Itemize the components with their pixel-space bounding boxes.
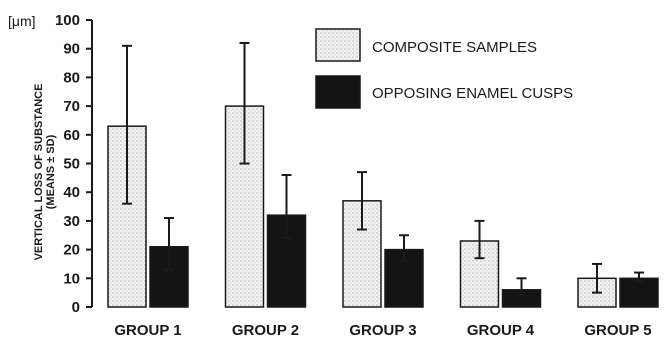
- y-tick-label: 20: [63, 242, 80, 259]
- y-tick-label: 100: [55, 12, 80, 29]
- y-tick-label: 70: [63, 98, 80, 115]
- legend-swatch-enamel: [315, 75, 361, 109]
- y-tick-label: 0: [72, 299, 80, 316]
- y-tick-label: 60: [63, 127, 80, 144]
- x-tick-label: GROUP 4: [467, 322, 535, 339]
- y-tick-label: 90: [63, 41, 80, 58]
- y-tick-label: 30: [63, 213, 80, 230]
- y-tick-label: 80: [63, 69, 80, 86]
- legend-label-composite: COMPOSITE SAMPLES: [372, 39, 537, 56]
- y-tick-label: 10: [63, 270, 80, 287]
- bar-enamel-group-5: [619, 277, 659, 308]
- y-tick-label: 50: [63, 156, 80, 173]
- x-tick-label: GROUP 3: [349, 322, 416, 339]
- x-tick-label: GROUP 5: [584, 322, 651, 339]
- y-axis-unit: [μm]: [8, 13, 36, 29]
- bars: [107, 41, 659, 308]
- legend: COMPOSITE SAMPLES OPPOSING ENAMEL CUSPS: [315, 28, 573, 109]
- x-tick-label: GROUP 1: [114, 322, 181, 339]
- x-tick-label: GROUP 2: [232, 322, 299, 339]
- y-axis-title-line2: (MEANS ± SD): [45, 134, 57, 209]
- y-ticks: 0 10 20 30 40 50 60 70 80 90 100: [55, 12, 92, 316]
- legend-swatch-composite: [315, 28, 361, 62]
- legend-label-enamel: OPPOSING ENAMEL CUSPS: [372, 85, 573, 102]
- y-axis-title-line1: VERTICAL LOSS OF SUBSTANCE: [33, 84, 45, 261]
- x-axis-labels: GROUP 1 GROUP 2 GROUP 3 GROUP 4 GROUP 5: [114, 322, 651, 339]
- y-axis-title: VERTICAL LOSS OF SUBSTANCE (MEANS ± SD): [33, 84, 57, 261]
- y-tick-label: 40: [63, 184, 80, 201]
